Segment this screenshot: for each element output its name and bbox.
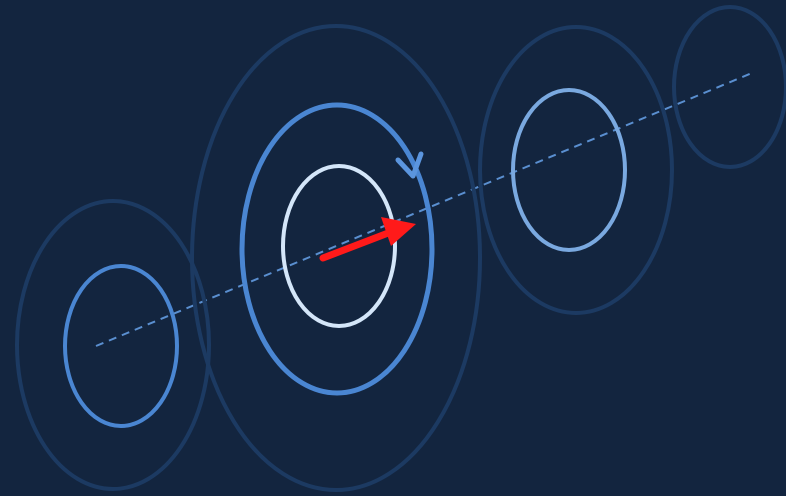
center-ring-group xyxy=(190,24,482,492)
center-outer-ring xyxy=(190,24,482,492)
right-outer-ring xyxy=(478,25,674,315)
clockwise-rotation-arrow-icon xyxy=(395,151,424,179)
right-mid-ring xyxy=(511,88,627,252)
center-inner-ring xyxy=(281,164,397,328)
left-mid-ring xyxy=(63,264,179,428)
left-outer-ring xyxy=(15,199,211,491)
red-direction-arrow-icon xyxy=(319,217,416,262)
far-right-outer-ring xyxy=(672,5,786,169)
right-ring-group xyxy=(478,25,674,315)
center-mid-ring xyxy=(239,102,435,396)
left-ring-group xyxy=(15,199,211,491)
far-right-ring-group xyxy=(672,5,786,169)
